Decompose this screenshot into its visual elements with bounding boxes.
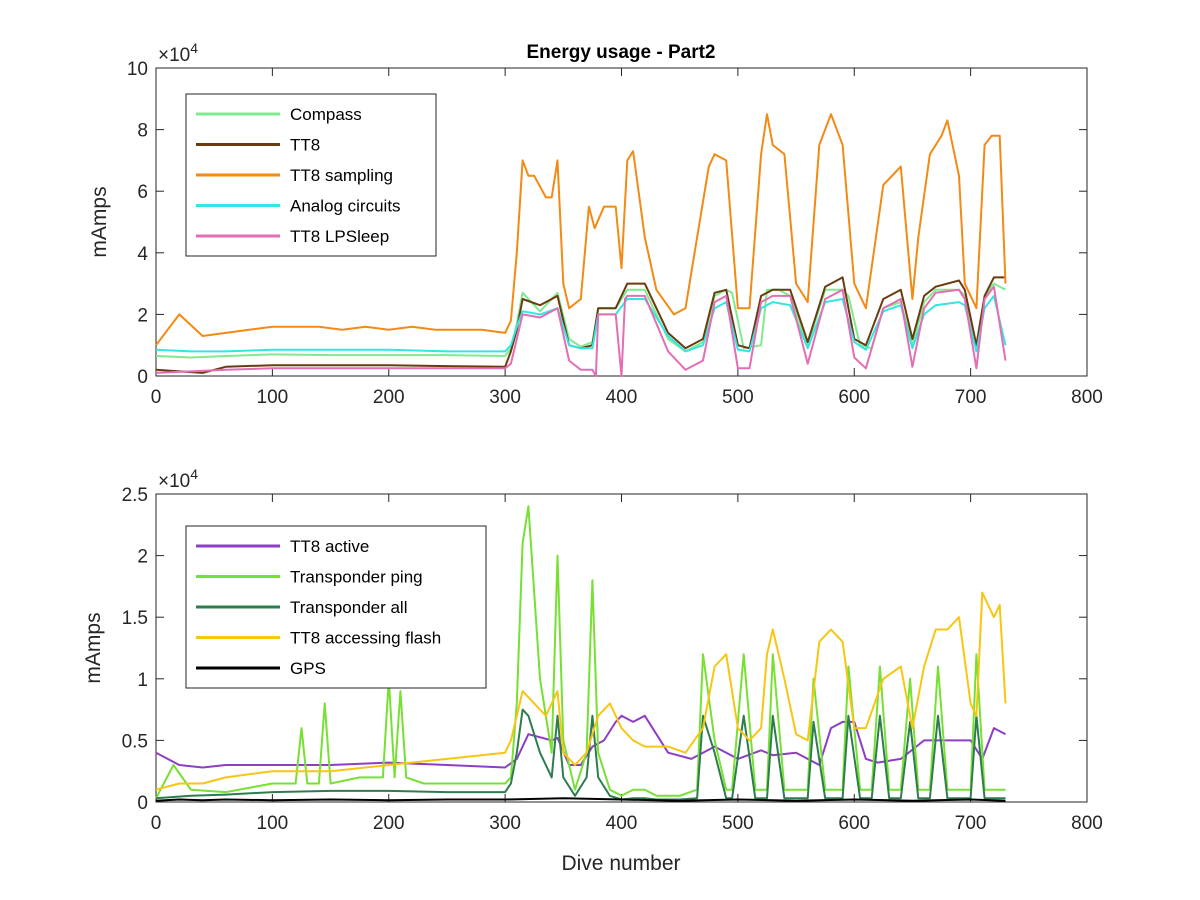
series-top <box>155 113 1007 377</box>
x-tick-label: 800 <box>1071 387 1103 408</box>
bottom-chart: ×104 mAmps Dive number 0 100 200 300 400 500 6… <box>82 466 1103 875</box>
x-tick-label: 800 <box>1071 813 1103 834</box>
series-line-gps <box>155 797 1006 802</box>
y-exponent-prefix: ×10 <box>158 45 190 66</box>
legend-label: Analog circuits <box>290 197 401 216</box>
series-bottom <box>155 505 1007 802</box>
y-exponent-bottom: ×104 <box>158 466 198 492</box>
y-tick-label: 8 <box>137 121 148 142</box>
series-line-tt8-lpsleep <box>155 285 1007 377</box>
x-tick-label: 0 <box>151 813 162 834</box>
y-tick-label: 0.5 <box>122 731 148 752</box>
x-tick-label: 200 <box>373 813 405 834</box>
legend-label: Compass <box>290 105 362 124</box>
y-tick-label: 0 <box>137 793 148 814</box>
x-tick-label: 200 <box>373 387 405 408</box>
y-tick-label: 2 <box>137 547 148 568</box>
x-tick-label: 400 <box>606 813 638 834</box>
y-tick-label: 0 <box>137 367 148 388</box>
x-tick-label: 700 <box>955 387 987 408</box>
x-tick-label: 500 <box>722 387 754 408</box>
legend-label: GPS <box>290 659 326 678</box>
y-exponent-top: ×104 <box>158 40 198 66</box>
series-line-tt8-accessing-flash <box>155 591 1007 791</box>
legend-top: Compass TT8 TT8 sampling Analog circuits TT8… <box>185 93 437 257</box>
chart-title: Energy usage - Part2 <box>526 42 715 63</box>
y-exponent-power: 4 <box>190 40 198 56</box>
x-tick-label: 500 <box>722 813 754 834</box>
legend-label: TT8 LPSleep <box>290 227 389 246</box>
y-exponent-prefix: ×10 <box>158 471 190 492</box>
x-tick-label: 300 <box>489 813 521 834</box>
ticks-bottom: 0 100 200 300 400 500 600 700 800 0 0.5 1 1.5 2 2.5 <box>122 485 1103 834</box>
x-tick-label: 600 <box>838 387 870 408</box>
legend-label: TT8 active <box>290 537 369 556</box>
y-tick-label: 10 <box>127 59 148 80</box>
x-tick-label: 700 <box>955 813 987 834</box>
legend-label: TT8 sampling <box>290 166 393 185</box>
y-tick-label: 1.5 <box>122 608 148 629</box>
series-line-tt8-sampling <box>155 113 1007 346</box>
x-tick-label: 100 <box>257 387 289 408</box>
y-tick-label: 1 <box>137 670 148 691</box>
x-tick-label: 100 <box>257 813 289 834</box>
y-axis-label-bottom: mAmps <box>82 612 105 683</box>
y-tick-label: 2.5 <box>122 485 148 506</box>
legend-bottom: TT8 active Transponder ping Transponder al… <box>185 525 487 689</box>
legend-label: TT8 accessing flash <box>290 629 441 648</box>
series-line-tt8 <box>155 276 1006 374</box>
series-line-transponder-all <box>155 708 1006 801</box>
y-axis-label-top: mAmps <box>88 186 111 257</box>
series-line-transponder-ping <box>155 505 1006 799</box>
legend-label: TT8 <box>290 136 320 155</box>
y-tick-label: 6 <box>137 182 148 203</box>
x-tick-label: 600 <box>838 813 870 834</box>
legend-label: Transponder ping <box>290 568 423 587</box>
x-axis-label-bottom: Dive number <box>561 852 680 875</box>
x-tick-label: 0 <box>151 387 162 408</box>
x-tick-label: 400 <box>606 387 638 408</box>
x-tick-label: 300 <box>489 387 521 408</box>
y-tick-label: 4 <box>137 244 148 265</box>
y-exponent-power: 4 <box>190 466 198 482</box>
legend-label: Transponder all <box>290 598 408 617</box>
top-chart: Energy usage - Part2 ×104 mAmps 0 100 200 3… <box>88 40 1103 408</box>
y-tick-label: 2 <box>137 305 148 326</box>
